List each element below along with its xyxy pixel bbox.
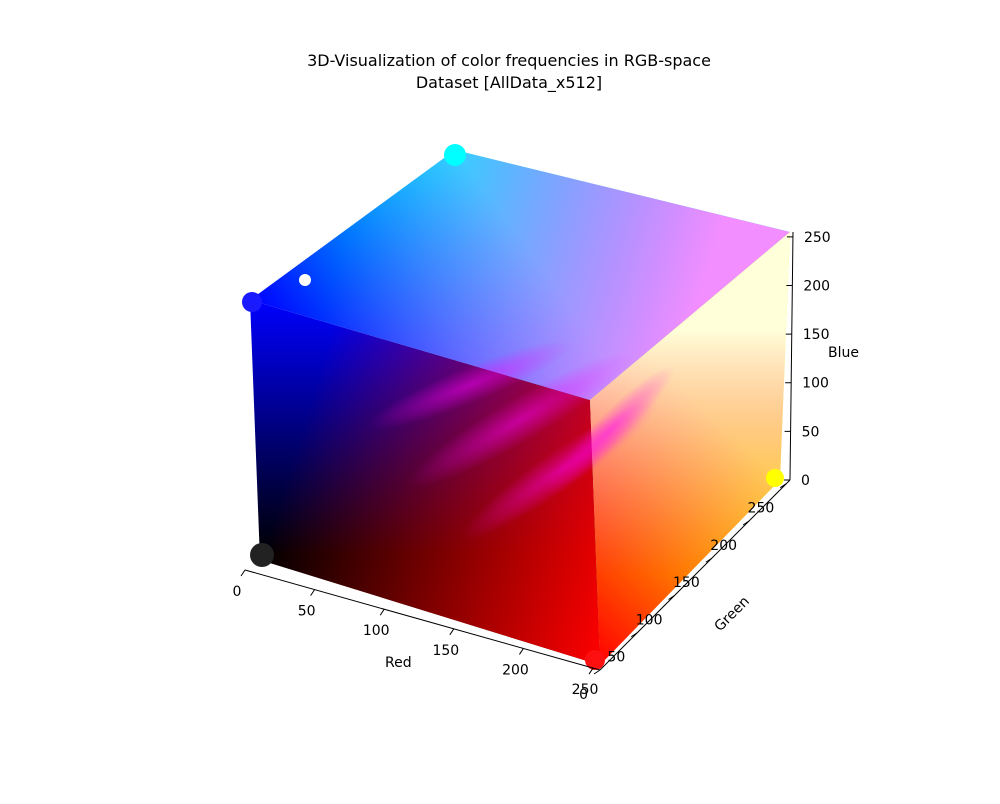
red-tick-mark xyxy=(379,608,385,616)
red-axis-label: Red xyxy=(385,655,412,671)
green-tick-mark xyxy=(742,520,750,526)
blue-tick-label: 200 xyxy=(803,278,830,294)
cube-faces xyxy=(242,144,790,670)
chart-title: 3D-Visualization of color frequencies in… xyxy=(307,51,711,70)
red-tick-label: 150 xyxy=(432,643,459,659)
red-tick-label: 100 xyxy=(363,623,390,639)
chart-subtitle: Dataset [AllData_x512] xyxy=(415,73,603,92)
green-tick-label: 250 xyxy=(748,501,775,517)
blue-axis-line xyxy=(789,231,794,481)
red-axis-line xyxy=(244,569,601,671)
blue-tick-label: 250 xyxy=(804,230,831,246)
green-tick-mark xyxy=(630,632,638,638)
red-tick-mark xyxy=(310,589,316,596)
green-tick-label: 100 xyxy=(636,612,663,628)
red-axis-ticks: 0 50 100 150 200 250 xyxy=(233,569,599,698)
blue-tick-label: 150 xyxy=(803,327,830,343)
green-tick-mark xyxy=(779,483,787,489)
blue-axis-label: Blue xyxy=(828,345,859,361)
top-face-red xyxy=(250,150,790,400)
green-tick-label: 150 xyxy=(673,575,700,591)
magenta-streaks xyxy=(367,340,675,541)
red-tick-mark xyxy=(519,648,524,655)
green-tick-mark xyxy=(593,669,601,675)
red-tick-mark xyxy=(449,628,455,636)
red-tick-label: 250 xyxy=(572,682,599,698)
red-tick-label: 50 xyxy=(298,604,316,620)
blue-axis-ticks: 0 50 100 150 200 250 xyxy=(784,230,831,489)
red-tick-label: 200 xyxy=(502,662,529,678)
green-tick-mark xyxy=(705,557,713,563)
green-tick-label: 0 xyxy=(579,687,588,703)
right-face-blue xyxy=(590,232,790,665)
green-axis-line xyxy=(599,479,791,671)
red-tick-mark xyxy=(588,667,594,675)
green-axis-ticks: 0 50 100 150 200 250 xyxy=(579,483,787,703)
blue-tick-label: 0 xyxy=(801,473,810,489)
green-tick-label: 200 xyxy=(710,538,737,554)
axis-lines xyxy=(244,231,794,671)
red-tick-label: 0 xyxy=(233,584,242,600)
red-tick-mark xyxy=(240,569,246,577)
blue-tick-label: 100 xyxy=(802,376,829,392)
green-tick-label: 50 xyxy=(607,650,625,666)
green-tick-mark xyxy=(668,595,675,600)
corner-markers xyxy=(242,144,784,670)
blue-tick-label: 50 xyxy=(802,424,820,440)
green-axis-label: Green xyxy=(712,594,753,635)
